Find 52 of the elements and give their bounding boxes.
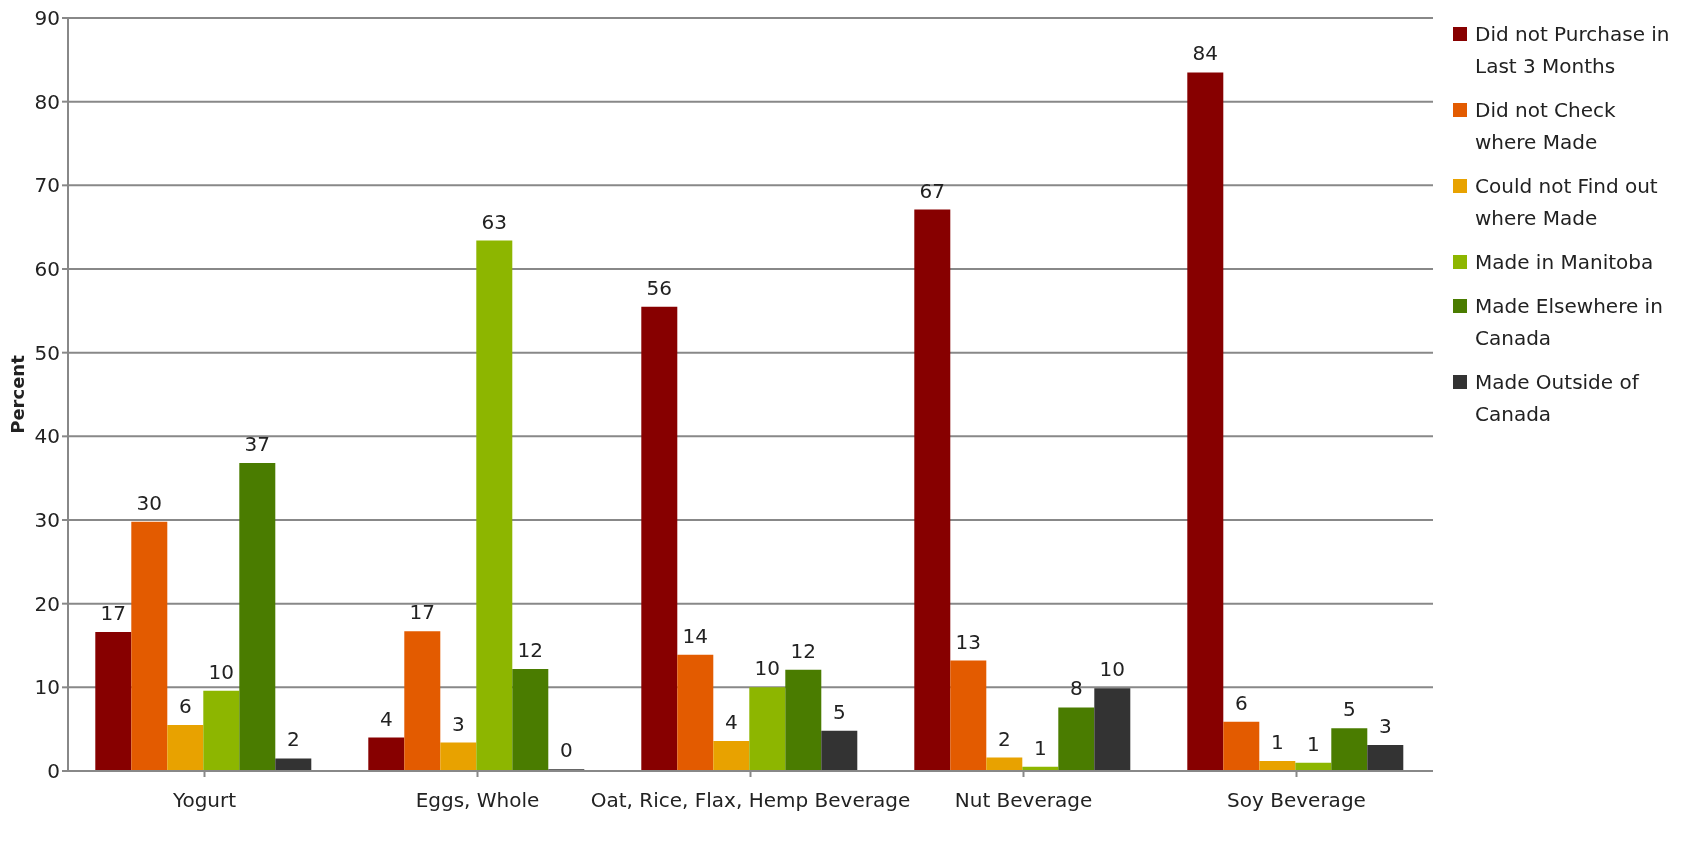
legend-label: Made Elsewhere in Canada: [1475, 293, 1664, 352]
data-label: 5: [1342, 697, 1356, 722]
data-label: 6: [178, 693, 192, 718]
legend-label: Did not Purchase in Last 3 Months: [1475, 21, 1671, 80]
y-tick-label: 70: [34, 173, 60, 198]
x-tick-label: Yogurt: [171, 788, 237, 813]
y-tick-label: 10: [34, 675, 60, 700]
x-tick-label: Soy Beverage: [1227, 788, 1366, 813]
y-tick-label: 20: [34, 591, 60, 616]
data-label: 84: [1192, 41, 1219, 66]
data-label: 67: [919, 178, 946, 203]
data-label: 10: [754, 656, 781, 681]
y-tick-label: 30: [34, 508, 60, 533]
data-label: 17: [100, 601, 127, 626]
data-label: 30: [136, 490, 163, 515]
y-tick-label: 50: [34, 340, 60, 365]
data-label: 3: [451, 711, 465, 736]
y-axis-title: Percent: [7, 354, 29, 434]
x-tick-label: Eggs, Whole: [415, 788, 540, 813]
data-label: 2: [286, 727, 300, 752]
data-label: 13: [955, 629, 982, 654]
legend-label: Made Outside of Canada: [1475, 369, 1641, 428]
y-tick-label: 0: [47, 759, 60, 784]
data-label: 12: [517, 637, 544, 662]
x-tick-label: Nut Beverage: [954, 788, 1093, 813]
data-label: 1: [1270, 729, 1284, 754]
data-label: 1: [1306, 731, 1320, 756]
data-label: 10: [1099, 657, 1126, 682]
y-tick-label: 60: [34, 257, 60, 282]
data-label: 63: [481, 209, 508, 234]
data-label: 4: [379, 706, 393, 731]
y-tick-label: 40: [34, 424, 60, 449]
legend-label: Could not Find out where Made: [1475, 173, 1659, 232]
data-label: 37: [244, 432, 271, 457]
data-label: 56: [646, 275, 673, 300]
data-label: 4: [724, 709, 738, 734]
data-label: 12: [790, 638, 817, 663]
y-tick-label: 80: [34, 89, 60, 114]
data-label: 8: [1069, 676, 1083, 701]
data-label: 0: [559, 738, 573, 763]
x-tick-label: Oat, Rice, Flax, Hemp Beverage: [590, 788, 911, 813]
data-label: 14: [682, 623, 709, 648]
data-label: 2: [997, 726, 1011, 751]
legend-label: Made in Manitoba: [1475, 249, 1654, 276]
data-label: 6: [1234, 690, 1248, 715]
data-label: 1: [1033, 735, 1047, 760]
data-label: 5: [832, 699, 846, 724]
data-label: 3: [1378, 714, 1392, 739]
y-tick-label: 90: [34, 6, 60, 31]
legend-label: Did not Check where Made: [1475, 97, 1617, 156]
data-label: 17: [409, 600, 436, 625]
data-label: 10: [208, 659, 235, 684]
